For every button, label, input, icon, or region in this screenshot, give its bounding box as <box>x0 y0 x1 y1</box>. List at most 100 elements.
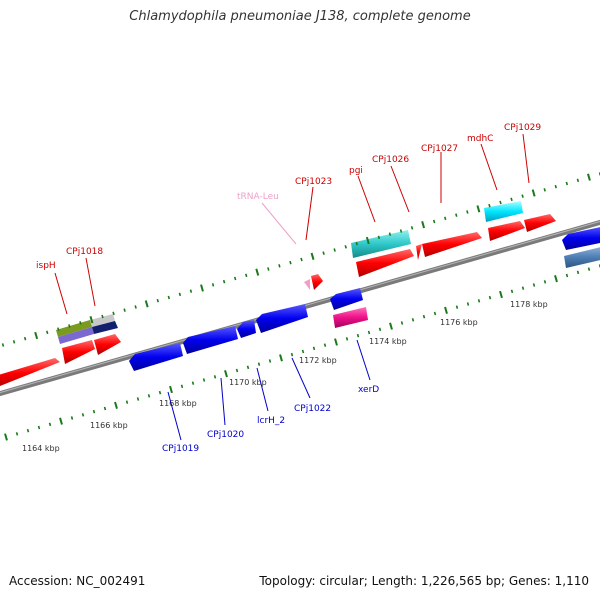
minor-scale-tick <box>134 305 137 309</box>
minor-scale-tick <box>156 298 159 303</box>
gene-cpj1023-arrow[interactable] <box>311 274 323 290</box>
gene-cpj1029-arrow[interactable] <box>524 214 556 232</box>
minor-scale-tick <box>180 384 184 389</box>
minor-scale-tick <box>178 292 182 297</box>
scale-label: 1178 kbp <box>510 300 548 309</box>
gene-steel-box-right[interactable] <box>564 246 600 268</box>
minor-scale-tick <box>167 295 171 300</box>
major-scale-tick <box>334 338 338 346</box>
gene-violet-block[interactable] <box>58 327 94 344</box>
minor-scale-tick <box>81 413 85 417</box>
gene-mdhC-arrow[interactable] <box>488 221 525 241</box>
minor-scale-tick <box>101 314 104 319</box>
gene-olive-block[interactable] <box>56 320 92 337</box>
gene-lcrH-arrow[interactable] <box>237 320 256 338</box>
major-scale-tick <box>587 173 591 181</box>
minor-scale-tick <box>123 308 126 312</box>
minor-scale-tick <box>322 251 325 255</box>
minor-scale-tick <box>499 200 502 205</box>
minor-scale-tick <box>543 188 546 192</box>
minor-scale-tick <box>189 289 193 293</box>
minor-scale-tick <box>23 336 27 341</box>
gene-trna-leu[interactable] <box>304 279 310 290</box>
gene-pgi-arrow[interactable] <box>356 249 414 277</box>
minor-scale-tick <box>300 257 303 262</box>
major-scale-tick <box>34 331 39 340</box>
major-scale-tick <box>476 205 481 213</box>
minor-scale-tick <box>290 352 294 357</box>
minor-scale-tick <box>510 289 514 294</box>
minor-scale-tick <box>233 276 237 281</box>
minor-scale-tick <box>235 368 239 373</box>
feature-label-cpj1027: CPj1027 <box>421 144 458 154</box>
scale-label: 1170 kbp <box>229 378 267 387</box>
minor-scale-tick <box>521 194 524 198</box>
minor-scale-tick <box>355 241 358 246</box>
feature-label-xerD: xerD <box>358 385 379 395</box>
scale-label: 1166 kbp <box>90 421 128 430</box>
minor-scale-tick <box>432 219 436 224</box>
minor-scale-tick <box>70 416 74 420</box>
gene-xerD-pink-box[interactable] <box>333 307 368 328</box>
gene-ispH-arrow[interactable] <box>62 340 95 364</box>
scale-label: 1168 kbp <box>159 399 197 408</box>
gene-grey-block[interactable] <box>90 314 115 327</box>
scale-labels: 1164 kbp 1166 kbp 1168 kbp 1170 kbp 1172… <box>22 300 548 453</box>
gene-cpj1018-arrow[interactable] <box>94 334 121 355</box>
accession-text: Accession: NC_002491 <box>9 574 146 588</box>
gene-cpj1027-arrow[interactable] <box>422 232 482 257</box>
major-scale-tick <box>4 433 8 441</box>
minor-scale-tick <box>433 311 437 316</box>
gene-cpj1026-arrow[interactable] <box>416 244 422 260</box>
feature-label-pgi: pgi <box>349 166 363 176</box>
minor-scale-tick <box>378 327 382 332</box>
minor-scale-tick <box>103 406 107 411</box>
minor-scale-tick <box>301 349 305 354</box>
minor-scale-tick <box>466 210 469 214</box>
gene-navy-block[interactable] <box>92 321 118 334</box>
inner-scale-ticks <box>4 264 600 441</box>
minor-scale-tick <box>268 359 272 363</box>
minor-scale-tick <box>455 305 459 309</box>
minor-scale-tick <box>37 425 41 430</box>
minor-scale-tick <box>278 264 281 268</box>
major-scale-tick <box>169 385 173 394</box>
minor-scale-tick <box>410 226 414 230</box>
minor-scale-tick <box>488 203 491 208</box>
minor-scale-tick <box>510 197 513 202</box>
minor-scale-tick <box>289 260 292 265</box>
feature-label-cpj1020: CPj1020 <box>207 430 244 440</box>
gene-cpj1022-arrow[interactable] <box>256 304 308 333</box>
gene-cpj1019-arrow[interactable] <box>129 343 183 371</box>
minor-scale-tick <box>565 181 569 186</box>
major-scale-tick <box>59 417 63 425</box>
minor-scale-tick <box>444 216 447 221</box>
gene-xerD-blue-arrow[interactable] <box>330 288 363 310</box>
minor-scale-tick <box>399 229 403 233</box>
minor-scale-tick <box>400 321 404 325</box>
gene-arrow[interactable] <box>0 358 60 388</box>
feature-label-cpj1018: CPj1018 <box>66 247 103 257</box>
minor-scale-tick <box>48 422 52 427</box>
major-scale-tick <box>499 290 503 299</box>
minor-scale-tick <box>147 394 151 398</box>
outer-scale-ticks <box>1 172 600 347</box>
gene-pgi-cyan-box[interactable] <box>351 230 411 258</box>
minor-scale-tick <box>333 248 336 252</box>
gene-blue-arrow-right[interactable] <box>562 226 600 250</box>
feature-label-lcrH-2: lcrH_2 <box>257 416 285 426</box>
reverse-labels: CPj1019 CPj1020 lcrH_2 CPj1022 xerD <box>162 339 379 454</box>
major-scale-tick <box>255 268 260 276</box>
minor-scale-tick <box>112 311 115 316</box>
gene-cpj1020-arrow[interactable] <box>183 326 238 354</box>
minor-scale-tick <box>356 333 360 338</box>
scale-label: 1176 kbp <box>440 318 478 327</box>
minor-scale-tick <box>312 346 316 351</box>
major-scale-tick <box>531 189 536 197</box>
minor-scale-tick <box>222 279 226 284</box>
major-scale-tick <box>421 221 426 229</box>
major-scale-tick <box>224 370 228 378</box>
major-scale-tick <box>444 306 448 314</box>
gene-mdhC-cyan-box[interactable] <box>484 201 523 222</box>
major-scale-tick <box>114 401 118 409</box>
